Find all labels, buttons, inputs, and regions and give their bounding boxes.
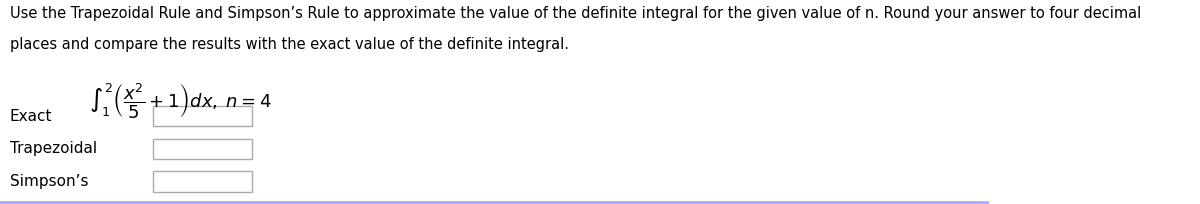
FancyBboxPatch shape [154, 106, 252, 126]
Text: Exact: Exact [10, 109, 53, 124]
Text: Trapezoidal: Trapezoidal [10, 141, 97, 156]
FancyBboxPatch shape [154, 139, 252, 159]
Text: Simpson’s: Simpson’s [10, 174, 89, 189]
Text: Use the Trapezoidal Rule and Simpson’s Rule to approximate the value of the defi: Use the Trapezoidal Rule and Simpson’s R… [10, 6, 1141, 21]
Text: $\int_{1}^{2}\left(\dfrac{x^2}{5} + 1\right)dx,\; n = 4$: $\int_{1}^{2}\left(\dfrac{x^2}{5} + 1\ri… [89, 82, 272, 121]
Text: places and compare the results with the exact value of the definite integral.: places and compare the results with the … [10, 37, 569, 52]
FancyBboxPatch shape [154, 171, 252, 192]
